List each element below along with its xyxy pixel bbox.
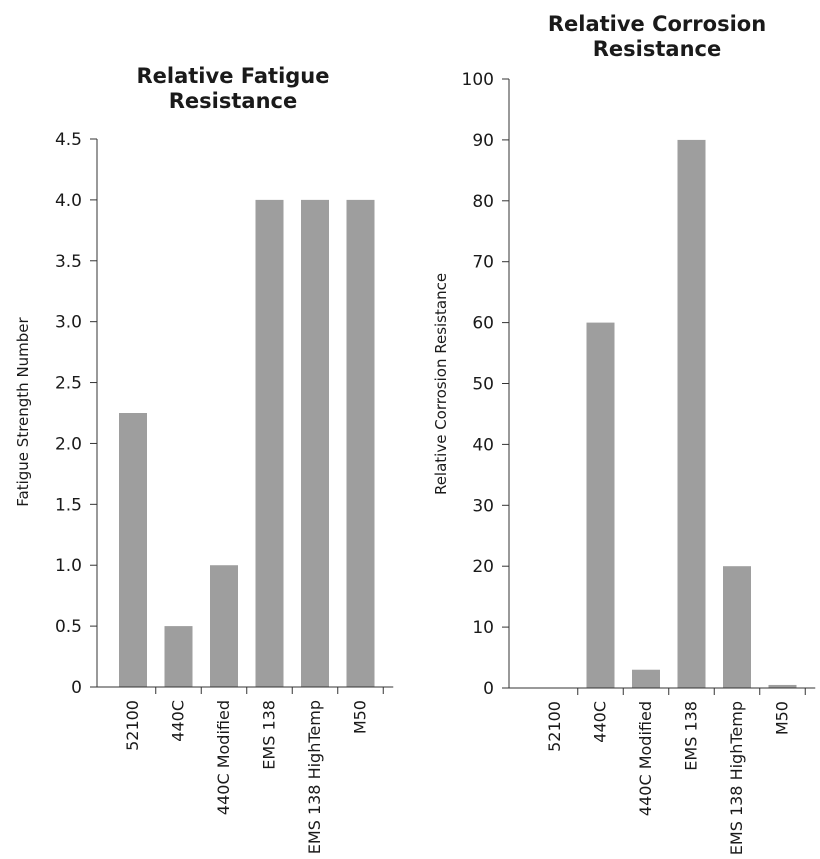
bar [255,199,284,687]
y-tick-label: 0 [483,679,494,699]
y-tick-label: 100 [462,70,494,90]
y-tick-label: 80 [472,192,494,212]
x-tick-label: EMS 138 [260,700,279,770]
x-tick-label: 440C Modified [636,701,655,816]
y-tick-label: 2.0 [55,434,82,454]
x-tick-label: 52100 [545,701,564,752]
bar [586,322,615,688]
y-tick-label: 3.0 [55,313,82,333]
bar [346,199,375,687]
y-tick-label: 50 [472,375,494,395]
y-tick-label: 0 [71,678,82,698]
y-tick-label: 3.5 [55,252,82,272]
x-tick-label: 440C [591,701,610,743]
x-tick-label: 52100 [123,700,142,751]
y-tick-label: 70 [472,253,494,273]
y-tick-label: 4.0 [55,191,82,211]
y-axis-label: Fatigue Strength Number [14,316,32,506]
y-tick-label: 4.5 [55,130,82,150]
y-tick-label: 40 [472,435,494,455]
x-tick-label: EMS 138 HighTemp [305,700,324,854]
bar [164,626,193,687]
bar [210,565,238,687]
x-tick-label: EMS 138 [682,701,701,771]
x-tick-label: 440C Modified [214,700,233,815]
x-axis: 52100 440C 440C Modified EMS 138 EMS 138 Hig… [509,687,816,855]
bars [586,139,797,688]
chart-title-line-2: Resistance [169,89,297,113]
bar [723,566,751,688]
y-tick-label: 30 [472,496,494,516]
y-tick-label: 10 [472,618,494,638]
bars [119,199,375,687]
y-tick-label: 20 [472,557,494,577]
x-axis: 52100 440C 440C Modified EMS 138 EMS 138 Hig… [97,686,394,854]
fatigue-chart: Relative Fatigue Resistance Fatigue Stre… [14,64,394,854]
chart-title-line-1: Relative Fatigue [136,64,329,88]
y-axis: 0 0.5 1.0 1.5 2.0 2.5 3.0 3.5 4.0 4.5 [55,130,98,698]
y-tick-label: 0.5 [55,617,82,637]
x-tick-label: M50 [773,701,792,735]
chart-title-line-1: Relative Corrosion [548,12,766,36]
chart-title-line-2: Resistance [593,37,721,61]
y-axis-label: Relative Corrosion Resistance [432,273,450,495]
bar [768,684,797,688]
y-tick-label: 1.5 [55,495,82,515]
y-axis: 0 10 20 30 40 50 60 70 80 90 100 [462,70,510,699]
y-tick-label: 60 [472,314,494,334]
bar [632,669,660,688]
bar [301,199,329,687]
y-tick-label: 1.0 [55,556,82,576]
bar [677,139,706,688]
x-tick-label: EMS 138 HighTemp [727,701,746,855]
y-tick-label: 90 [472,131,494,151]
bar [119,413,147,687]
y-tick-label: 2.5 [55,374,82,394]
x-tick-label: M50 [351,700,370,734]
corrosion-chart: Relative Corrosion Resistance Relative C… [432,12,816,855]
x-tick-label: 440C [169,700,188,742]
